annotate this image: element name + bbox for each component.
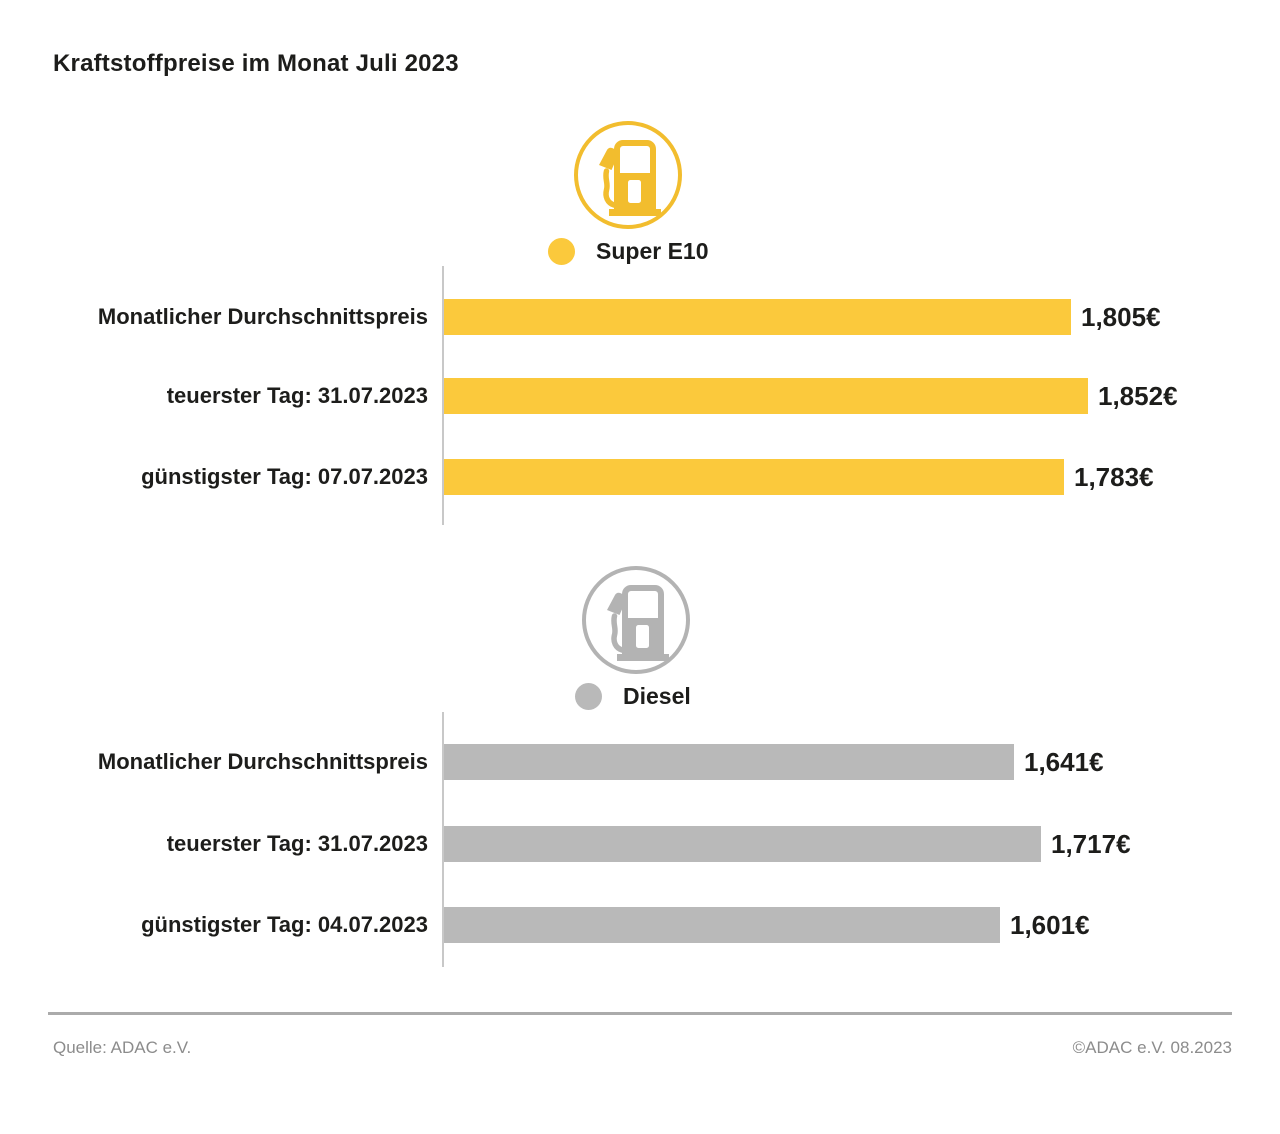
row-label: Monatlicher Durchschnittspreis	[97, 304, 428, 329]
legend-diesel: Diesel	[575, 683, 691, 710]
bar-diesel-max	[444, 826, 1041, 862]
legend-label: Diesel	[623, 683, 691, 709]
bar-row: teuerster Tag: 31.07.2023 1,717€	[0, 826, 1131, 862]
fuel-pump-icon	[580, 564, 692, 676]
value-label: 1,717€	[1051, 828, 1131, 859]
row-label: günstigster Tag: 07.07.2023	[141, 464, 428, 489]
legend-dot-diesel	[575, 683, 602, 710]
value-label: 1,601€	[1010, 909, 1090, 940]
row-label: teuerster Tag: 31.07.2023	[166, 831, 428, 856]
fuel-pump-icon	[572, 119, 684, 231]
axis-line-super-e10	[442, 266, 444, 525]
source-label: Quelle: ADAC e.V.	[53, 1038, 192, 1057]
value-label: 1,852€	[1098, 380, 1178, 411]
bar-super-e10-min	[444, 459, 1064, 495]
bar-diesel-min	[444, 907, 1000, 943]
bar-row: teuerster Tag: 31.07.2023 1,852€	[0, 378, 1178, 414]
value-label: 1,641€	[1024, 746, 1104, 777]
value-label: 1,783€	[1074, 461, 1154, 492]
copyright-label: ©ADAC e.V. 08.2023	[1072, 1038, 1232, 1057]
row-label: Monatlicher Durchschnittspreis	[97, 749, 428, 774]
value-label: 1,805€	[1081, 301, 1161, 332]
row-label: teuerster Tag: 31.07.2023	[166, 383, 428, 408]
legend-label: Super E10	[596, 238, 709, 264]
bar-row: günstigster Tag: 07.07.2023 1,783€	[0, 459, 1154, 495]
row-label: günstigster Tag: 04.07.2023	[141, 912, 428, 937]
bar-row: Monatlicher Durchschnittspreis 1,805€	[0, 299, 1161, 335]
bar-super-e10-avg	[444, 299, 1071, 335]
legend-dot-super-e10	[548, 238, 575, 265]
footer-divider	[48, 1012, 1232, 1015]
page-title: Kraftstoffpreise im Monat Juli 2023	[53, 50, 459, 77]
bar-row: günstigster Tag: 04.07.2023 1,601€	[0, 907, 1090, 943]
bar-super-e10-max	[444, 378, 1088, 414]
bar-diesel-avg	[444, 744, 1014, 780]
axis-line-diesel	[442, 712, 444, 967]
bar-row: Monatlicher Durchschnittspreis 1,641€	[0, 744, 1104, 780]
legend-super-e10: Super E10	[548, 238, 709, 265]
